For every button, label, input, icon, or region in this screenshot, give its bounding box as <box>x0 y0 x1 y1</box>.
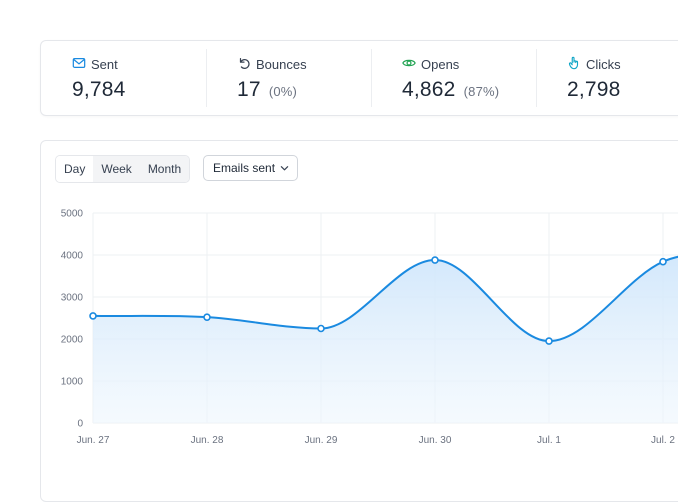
stat-clicks-label: Clicks <box>586 56 621 72</box>
stat-sent-label: Sent <box>91 56 118 72</box>
y-tick-label: 5000 <box>61 209 84 220</box>
y-tick-label: 1000 <box>61 377 84 388</box>
y-tick-label: 4000 <box>61 251 84 262</box>
stat-opens-percent: (87%) <box>463 84 500 99</box>
series-area <box>93 256 678 423</box>
emails-sent-chart: 0 1000 2000 3000 4000 5000 Jun. 27 Jun. 28 Jun. … <box>61 209 678 446</box>
data-point[interactable] <box>89 312 97 320</box>
x-tick-label: Jun. 29 <box>305 435 338 446</box>
stat-clicks: Clicks 2,798 <box>536 41 678 115</box>
data-point[interactable] <box>317 324 325 333</box>
eye-icon <box>402 56 416 73</box>
undo-icon <box>237 56 251 73</box>
range-tab-day[interactable]: Day <box>56 156 94 182</box>
x-tick-label: Jun. 30 <box>419 435 452 446</box>
pointer-hand-icon <box>567 56 581 73</box>
range-toggle: Day Week Month <box>55 155 191 183</box>
stat-opens-label: Opens <box>421 56 460 72</box>
metric-select[interactable]: Emails sent <box>203 155 298 181</box>
y-tick-label: 3000 <box>61 293 84 304</box>
x-tick-label: Jul. 1 <box>537 435 561 446</box>
range-tab-week[interactable]: Week <box>93 156 140 182</box>
x-tick-label: Jul. 2 <box>651 435 675 446</box>
range-tab-month[interactable]: Month <box>139 156 190 182</box>
stat-sent-value: 9,784 <box>72 78 126 101</box>
y-tick-label: 0 <box>77 419 83 430</box>
stat-bounces-label: Bounces <box>256 56 307 72</box>
mail-icon <box>72 56 86 73</box>
stats-summary-card: Sent 9,784 Bounces 17 (0%) Opens 4,862 (… <box>40 40 678 116</box>
y-tick-label: 2000 <box>61 335 84 346</box>
stat-clicks-value: 2,798 <box>567 78 621 101</box>
stat-sent: Sent 9,784 <box>41 41 206 115</box>
data-point[interactable] <box>659 257 667 266</box>
stat-opens: Opens 4,862 (87%) <box>371 41 536 115</box>
data-point[interactable] <box>203 313 211 321</box>
stat-bounces-value: 17 (0%) <box>237 78 298 101</box>
stat-opens-value: 4,862 (87%) <box>402 78 500 101</box>
x-tick-label: Jun. 28 <box>191 435 224 446</box>
data-point[interactable] <box>431 256 439 264</box>
x-tick-label: Jun. 27 <box>77 435 110 446</box>
stat-bounces: Bounces 17 (0%) <box>206 41 371 115</box>
chart-card: Day Week Month Emails sent 0 1000 2000 3000… <box>40 140 678 502</box>
metric-select-value: Emails sent <box>213 161 276 175</box>
data-point[interactable] <box>545 337 553 345</box>
stat-bounces-percent: (0%) <box>268 84 298 99</box>
chevron-down-icon <box>280 166 289 171</box>
